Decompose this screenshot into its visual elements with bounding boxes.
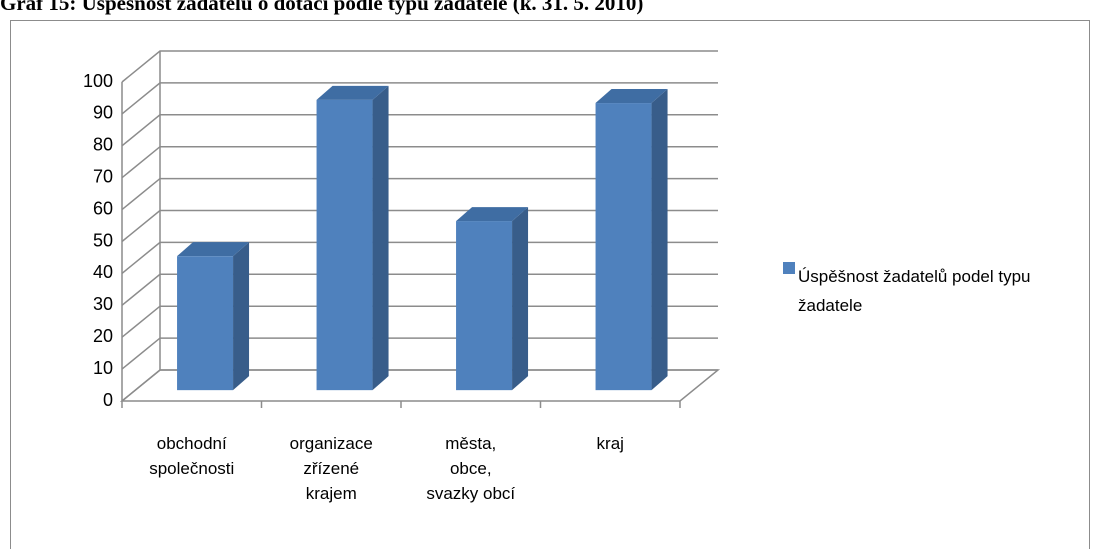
grid-line	[121, 369, 718, 402]
y-tick-label: 0	[103, 390, 113, 410]
x-tick-label: města, obce, svazky obcí	[426, 434, 516, 503]
grid-line	[121, 82, 718, 115]
bar-front	[456, 221, 513, 391]
grid-line	[121, 177, 718, 211]
grid-line	[121, 273, 718, 306]
chart-frame	[10, 20, 1090, 549]
bar-front	[316, 99, 373, 391]
y-tick-label: 80	[93, 135, 113, 155]
bar-side	[372, 85, 389, 391]
y-tick-label: 30	[93, 294, 113, 314]
bar	[456, 207, 529, 391]
x-tick-label: obchodní společnosti	[149, 434, 235, 478]
y-tick-label: 100	[83, 71, 113, 91]
y-tick-label: 20	[93, 326, 113, 346]
bar-front	[595, 103, 652, 391]
grid-line	[121, 114, 718, 147]
bar-side	[512, 207, 529, 391]
y-tick-label: 10	[93, 358, 113, 378]
bar	[177, 242, 250, 391]
bar-top	[177, 242, 250, 257]
y-tick-label: 90	[93, 103, 113, 123]
chart-title: Graf 15: Úspěšnost žadatelů o dotaci pod…	[0, 0, 644, 15]
y-tick-label: 60	[93, 198, 113, 218]
grid-line	[121, 145, 718, 179]
grid-line	[121, 241, 718, 274]
bar	[316, 85, 389, 391]
x-tick-label: organizace zřízené krajem	[289, 434, 373, 503]
bar-side	[651, 89, 668, 391]
bar-top	[316, 85, 389, 100]
grid-line	[121, 209, 718, 243]
bar-side	[233, 242, 250, 391]
y-tick-label: 40	[93, 262, 113, 282]
grid-line	[121, 337, 718, 370]
bar	[595, 89, 668, 391]
bar-front	[177, 256, 234, 391]
bar-top	[456, 207, 529, 222]
grid-line	[121, 305, 718, 338]
x-tick-label: kraj	[596, 434, 624, 453]
bar-top	[595, 89, 668, 104]
y-tick-label: 50	[93, 230, 113, 250]
grid-line	[121, 50, 718, 83]
legend-label: Úspěšnost žadatelů podel typu žadatele	[798, 267, 1031, 315]
legend-swatch	[783, 262, 795, 274]
y-tick-label: 70	[93, 166, 113, 186]
